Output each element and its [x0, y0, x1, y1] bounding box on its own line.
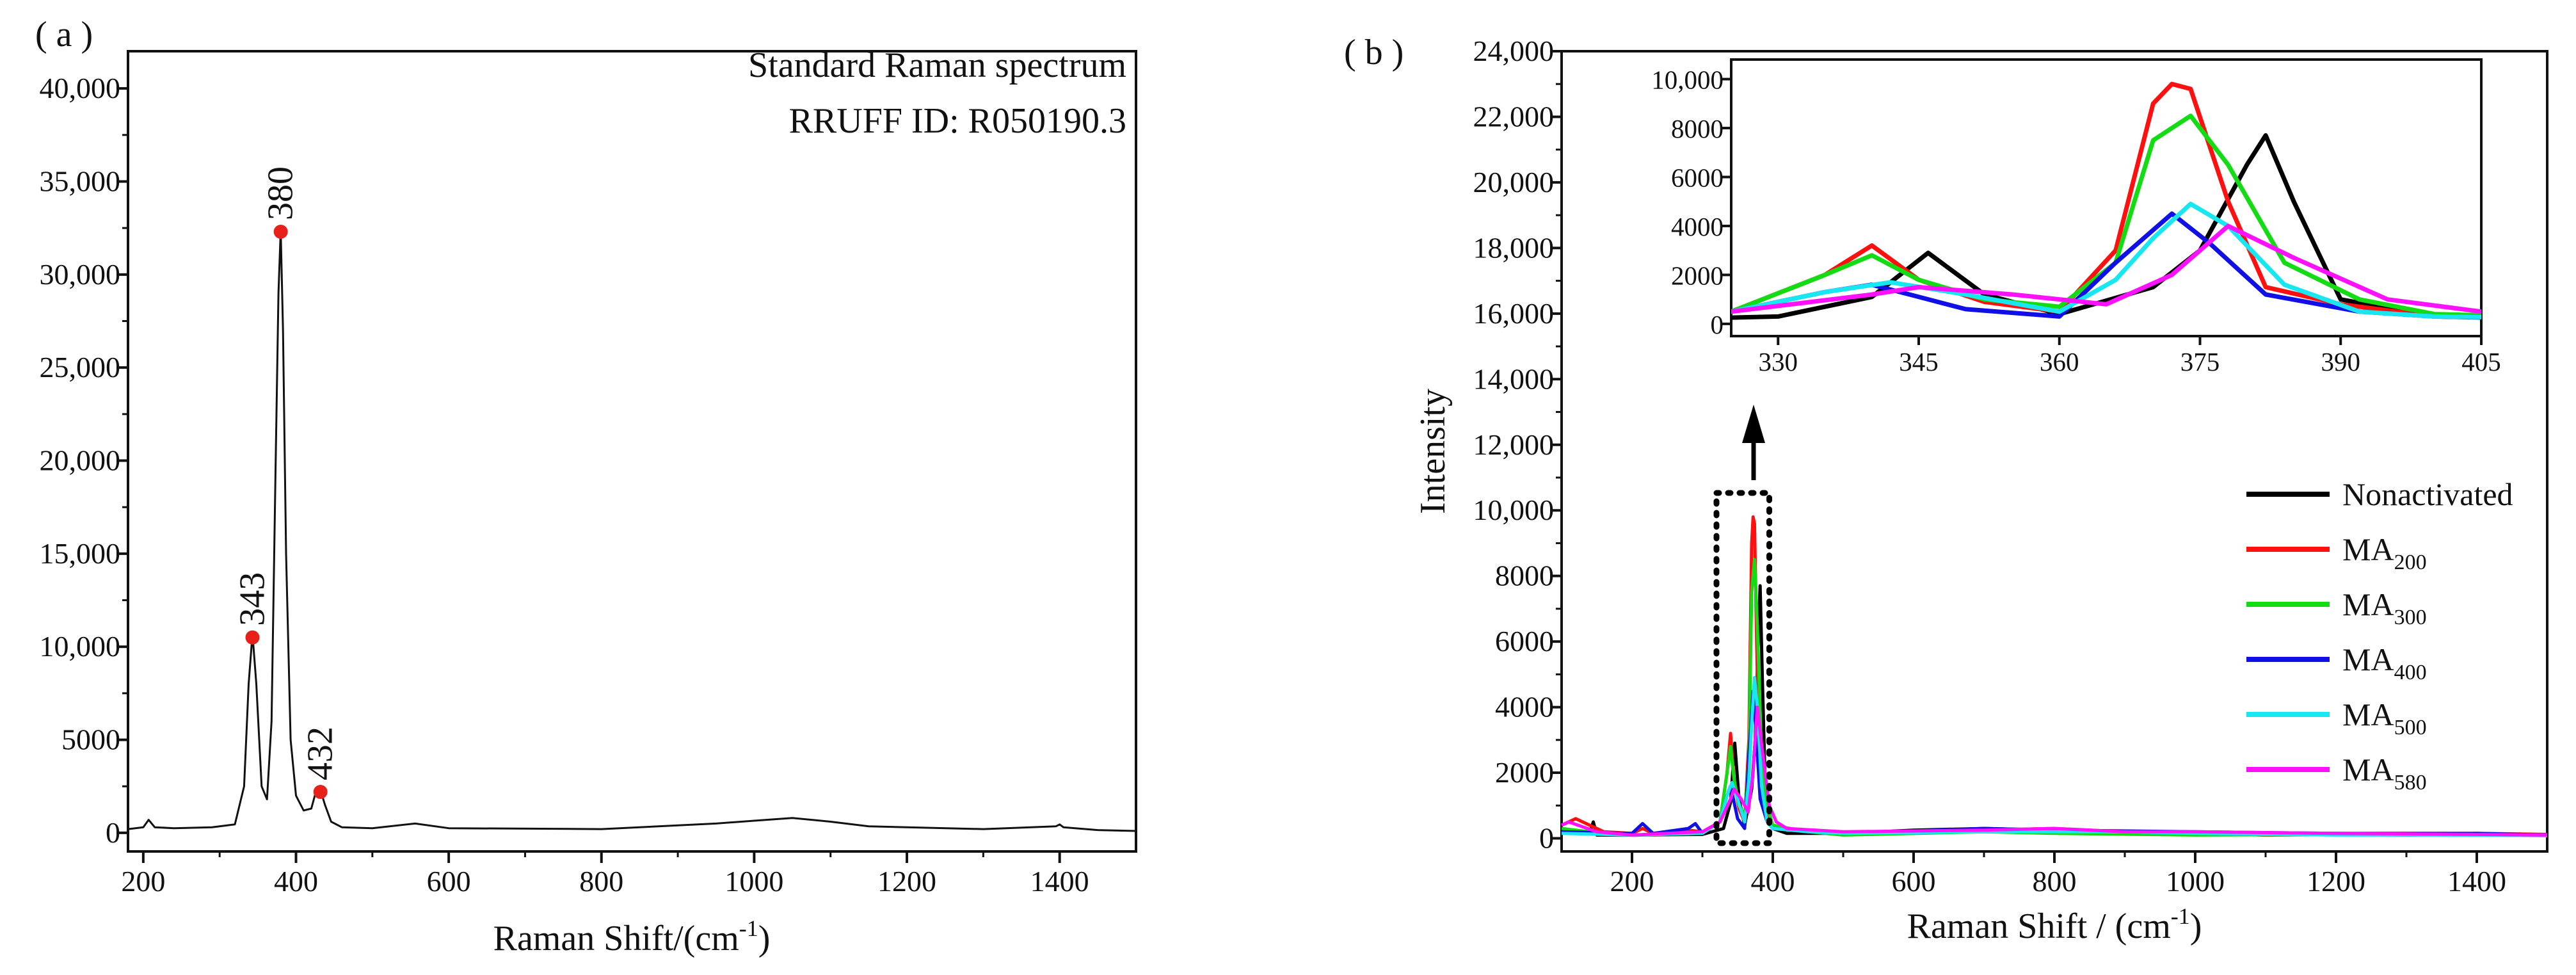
- inset-chart: 0 2000 4000 6000 8000 10,000 330 345 360 375 390 4…: [1651, 58, 2501, 376]
- panel-b-plot-area: [1560, 515, 2548, 837]
- inset-xtick-label: 390: [2321, 347, 2361, 376]
- panel-a-frame: [127, 50, 1137, 853]
- panel-a-ytick-label: 35,000: [40, 165, 121, 197]
- inset-ytick-label: 6000: [1671, 163, 1724, 193]
- panel-b-xtick-label: 1200: [2307, 865, 2365, 898]
- inset-xtick-label: 330: [1759, 347, 1798, 376]
- inset-x-axis: 330 345 360 375 390 405: [1759, 336, 2501, 376]
- panel-a-ytick-label: 15,000: [40, 537, 121, 570]
- panel-a-ytick-label: 40,000: [40, 72, 121, 104]
- inset-y-axis: 0 2000 4000 6000 8000 10,000: [1651, 65, 1731, 339]
- panel-a-xtick-label: 1200: [877, 865, 936, 898]
- panel-b-ytick-label: 12,000: [1473, 428, 1555, 461]
- panel-b-x-label: Raman Shift / (cm-1): [1907, 903, 2202, 946]
- panel-a-ytick-label: 25,000: [40, 351, 121, 383]
- panel-b-ytick-label: 18,000: [1473, 231, 1555, 264]
- panel-b-ytick-label: 24,000: [1473, 35, 1555, 67]
- panel-a-y-axis: 0 5000 10,000 15,000 20,000 25,000 30,000 35,00…: [40, 72, 128, 849]
- panel-b-xtick-label: 400: [1751, 865, 1795, 898]
- panel-a-subtitle: RRUFF ID: R050190.3: [789, 101, 1126, 141]
- panel-b-series-ma400: [1561, 689, 2548, 837]
- inset-ytick-label: 10,000: [1651, 65, 1724, 95]
- panel-b-ytick-label: 16,000: [1473, 297, 1555, 330]
- panel-b-ytick-label: 20,000: [1473, 166, 1555, 198]
- panel-b-series-ma580: [1560, 705, 2548, 837]
- zoom-arrow: [1742, 405, 1765, 480]
- inset-ytick-label: 0: [1711, 310, 1724, 339]
- legend-entry-ma580: MA580: [2342, 752, 2427, 794]
- panel-a-ytick-label: 30,000: [40, 258, 121, 291]
- peak-marker-343: [245, 630, 260, 645]
- inset-xtick-label: 405: [2461, 347, 2501, 376]
- panel-b-ytick-label: 10,000: [1473, 494, 1555, 526]
- panel-a-xtick-label: 600: [427, 865, 471, 898]
- inset-series-ma200: [1731, 81, 2481, 319]
- panel-a-xtick-label: 800: [579, 865, 623, 898]
- panel-b-xtick-label: 1400: [2447, 865, 2506, 898]
- panel-b-xtick-label: 600: [1892, 865, 1936, 898]
- panel-b: ( b ) 0200040006000800010,00012,00014,00…: [1344, 33, 2548, 946]
- peak-label-380: 380: [261, 166, 301, 220]
- panel-a-x-label: Raman Shift/(cm-1): [493, 915, 771, 958]
- panel-a: ( a ) 0 5000 10,000 15,000 20,000 25,000 30,00…: [35, 15, 1137, 958]
- panel-b-ytick-label: 4000: [1495, 691, 1554, 723]
- panel-a-label: ( a ): [35, 15, 93, 54]
- panel-b-xtick-label: 200: [1610, 865, 1654, 898]
- highlight-box: [1713, 490, 1772, 846]
- peak-marker-380: [273, 224, 288, 239]
- inset-series-ma400: [1731, 211, 2481, 319]
- legend-entry-ma400: MA400: [2342, 641, 2427, 684]
- panel-b-series-ma500: [1561, 676, 2548, 837]
- inset-xtick-label: 345: [1899, 347, 1939, 376]
- panel-a-plot-area: 343 380 432: [127, 166, 1137, 832]
- inset-plot-area: [1731, 81, 2481, 320]
- legend-entry-nonactivated: Nonactivated: [2342, 476, 2513, 512]
- panel-a-series-standard: [127, 229, 1137, 832]
- panel-b-xtick-label: 800: [2033, 865, 2077, 898]
- panel-a-xtick-label: 1000: [724, 865, 783, 898]
- peak-label-343: 343: [232, 572, 272, 626]
- panel-b-xtick-label: 1000: [2166, 865, 2225, 898]
- panel-a-x-axis: 200 400 600 800 1000 1200 1400: [121, 851, 1089, 898]
- peak-label-432: 432: [301, 727, 340, 780]
- inset-xtick-label: 360: [2040, 347, 2079, 376]
- panel-b-ytick-label: 2000: [1495, 756, 1554, 789]
- panel-a-xtick-label: 400: [274, 865, 318, 898]
- panel-b-y-label: Intensity: [1413, 389, 1453, 514]
- panel-b-ytick-label: 22,000: [1473, 100, 1555, 133]
- panel-b-y-axis: 0 2000 4000 6000 8000 10,000 12,000 14,000 16,00…: [1473, 35, 1562, 855]
- inset-ytick-label: 4000: [1671, 212, 1724, 241]
- inset-xtick-label: 375: [2180, 347, 2220, 376]
- legend-entry-ma500: MA500: [2342, 697, 2427, 739]
- inset-series-ma500: [1731, 202, 2481, 319]
- panel-b-label: ( b ): [1344, 33, 1404, 72]
- peak-marker-432: [313, 784, 328, 799]
- panel-b-ytick-label: 6000: [1495, 625, 1554, 657]
- panel-b-ytick-label: 0: [1539, 822, 1554, 855]
- inset-series-ma580: [1731, 223, 2481, 314]
- panel-a-title: Standard Raman spectrum: [748, 45, 1126, 85]
- inset-frame: [1730, 58, 2483, 337]
- inset-ytick-label: 2000: [1671, 261, 1724, 290]
- legend-entry-ma200: MA200: [2342, 531, 2427, 574]
- legend-entry-ma300: MA300: [2342, 586, 2427, 629]
- inset-series-nonactivated: [1731, 133, 2481, 320]
- panel-a-ytick-label: 0: [106, 816, 120, 849]
- panel-b-ytick-label: 14,000: [1473, 362, 1555, 395]
- panel-a-xtick-label: 200: [121, 865, 165, 898]
- panel-a-ytick-label: 20,000: [40, 444, 121, 477]
- panel-a-ytick-label: 5000: [61, 723, 120, 756]
- inset-ytick-label: 8000: [1671, 114, 1724, 143]
- inset-series-ma300: [1731, 113, 2481, 318]
- panel-a-ytick-label: 10,000: [40, 630, 121, 663]
- panel-b-x-axis: 200 400 600 800 1000 1200 1400: [1610, 851, 2506, 898]
- legend: Nonactivated MA200 MA300 MA400 MA500 MA580: [2246, 476, 2513, 794]
- panel-a-xtick-label: 1400: [1030, 865, 1089, 898]
- panel-b-ytick-label: 8000: [1495, 560, 1554, 592]
